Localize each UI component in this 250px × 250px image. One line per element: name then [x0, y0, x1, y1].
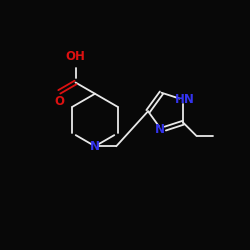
- Text: N: N: [155, 123, 165, 136]
- Text: O: O: [54, 95, 64, 108]
- Text: OH: OH: [66, 50, 86, 62]
- Text: HN: HN: [174, 93, 195, 106]
- Text: N: N: [90, 140, 100, 153]
